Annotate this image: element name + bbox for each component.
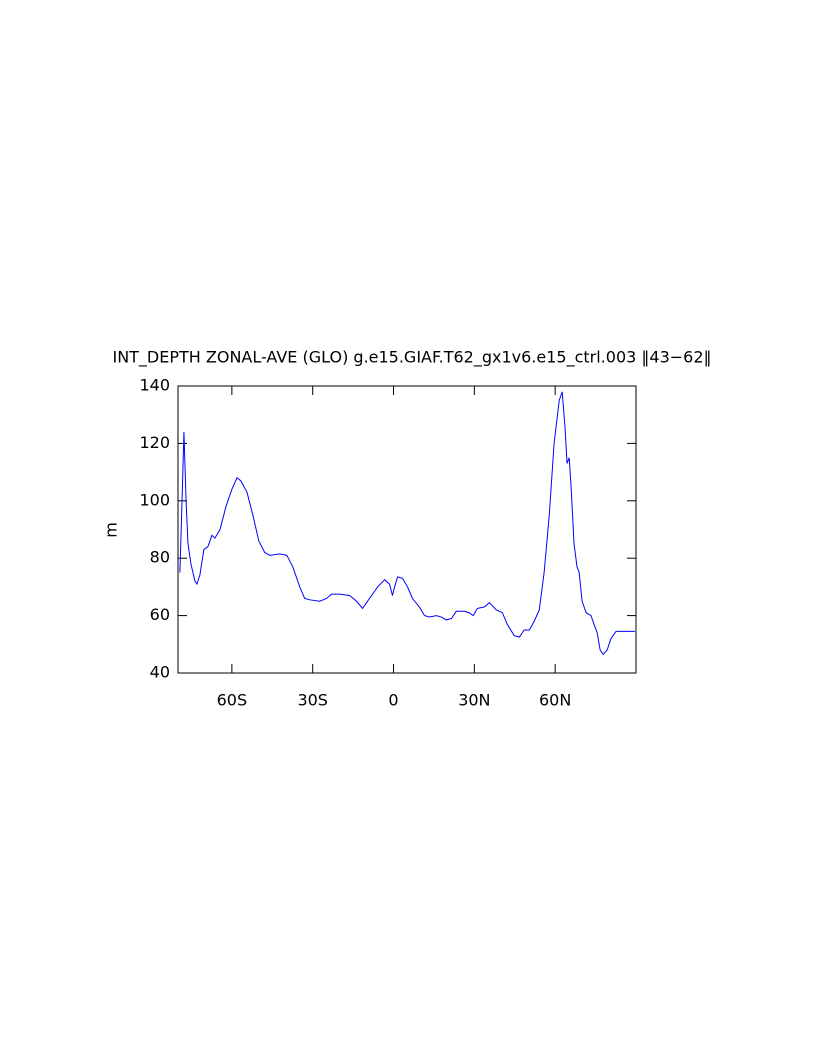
chart-title: INT_DEPTH ZONAL-AVE (GLO) g.e15.GIAF.T62… xyxy=(112,348,711,368)
x-tick-label: 30N xyxy=(458,691,490,710)
x-tick-label: 60S xyxy=(217,691,248,710)
x-tick-label: 30S xyxy=(297,691,328,710)
x-tick-label: 60N xyxy=(539,691,571,710)
y-tick-label: 80 xyxy=(150,548,170,567)
y-tick-label: 60 xyxy=(150,605,170,624)
y-tick-label: 140 xyxy=(139,376,170,395)
plot-frame xyxy=(177,385,637,674)
y-tick-label: 100 xyxy=(139,490,170,509)
y-axis-label: m xyxy=(102,522,121,538)
data-line xyxy=(179,391,635,656)
y-tick-label: 40 xyxy=(150,663,170,682)
x-tick-label: 0 xyxy=(388,691,398,710)
y-tick-label: 120 xyxy=(139,433,170,452)
